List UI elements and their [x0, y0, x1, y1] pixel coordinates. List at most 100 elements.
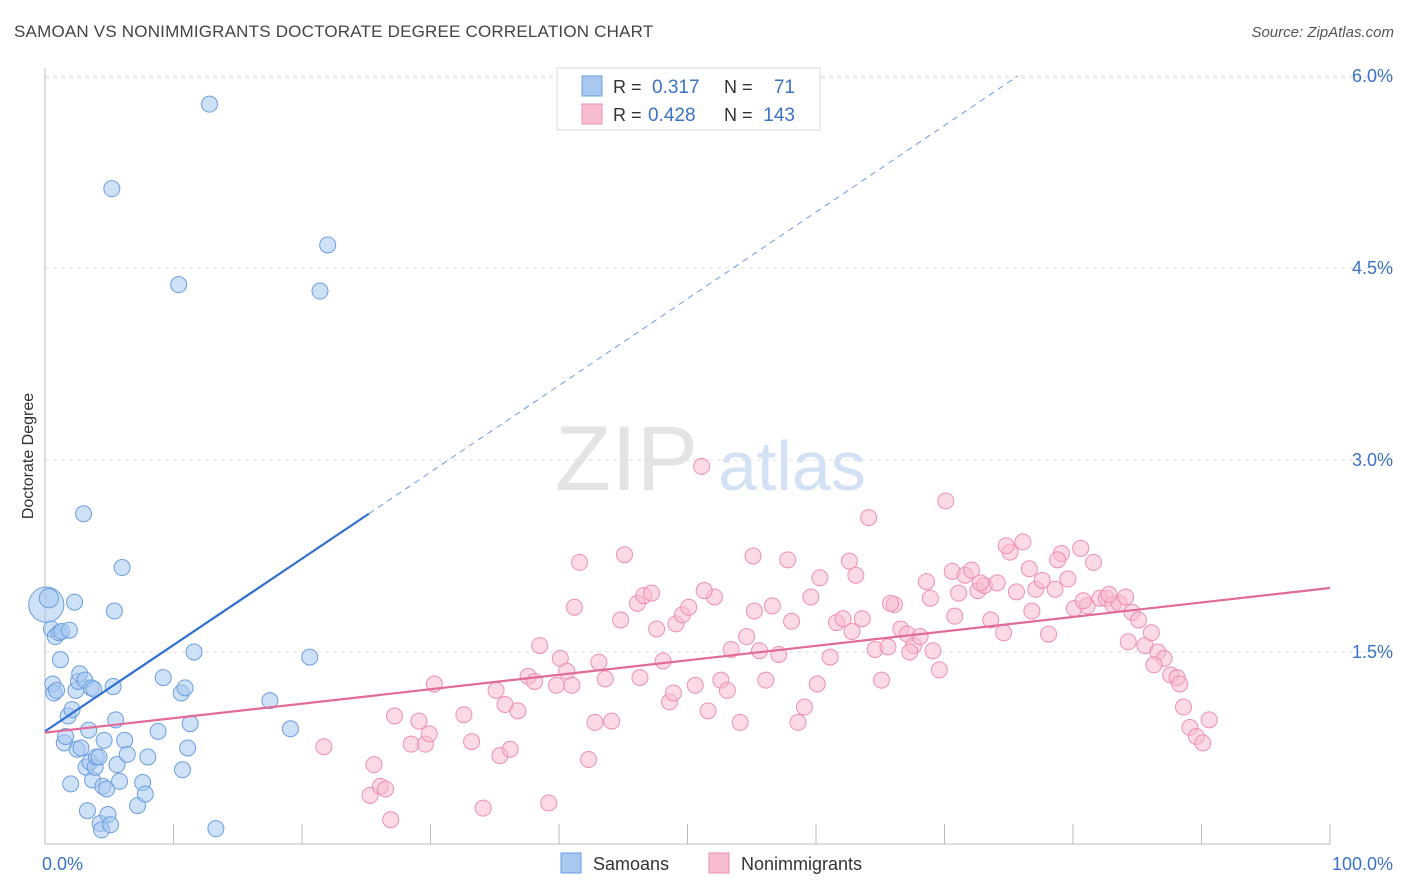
samoans-point-67	[301, 648, 319, 666]
samoans-point-30	[85, 680, 103, 698]
nonimmigrants-point-90	[1007, 583, 1025, 601]
samoans-point-14	[62, 775, 80, 793]
nonimmigrants-trend-line	[44, 586, 1331, 734]
nonimmigrants-point-42	[680, 598, 698, 616]
nonimmigrants-point-64	[840, 552, 858, 570]
samoans-point-56	[170, 276, 188, 294]
x-tick-label-1: 100.0%	[1332, 854, 1393, 874]
nonimmigrants-point-122	[565, 598, 583, 616]
nonimmigrants-point-22	[540, 794, 558, 812]
nonimmigrants-point-88	[995, 624, 1013, 642]
nonimmigrants-point-140	[1074, 592, 1092, 610]
nonimmigrants-point-130	[811, 569, 829, 587]
samoans-point-45	[108, 756, 126, 774]
nonimmigrants-point-78	[930, 661, 948, 679]
samoans-point-58	[173, 761, 191, 779]
samoans-point-13	[60, 621, 78, 639]
nonimmigrants-point-143	[1145, 656, 1163, 674]
nonimmigrants-point-109	[1130, 611, 1148, 629]
nonimmigrants-point-54	[763, 597, 781, 615]
samoans-point-1	[38, 588, 59, 609]
samoans-point-15	[63, 701, 81, 719]
samoans-point-49	[118, 745, 136, 763]
nonimmigrants-point-77	[924, 642, 942, 660]
bottom-legend-swatch-nonimmigrants	[708, 852, 730, 874]
bottom-legend-swatch-samoans	[560, 852, 582, 874]
nonimmigrants-point-125	[664, 684, 682, 702]
samoans-point-25	[78, 802, 96, 820]
nonimmigrants-point-32	[603, 712, 621, 730]
nonimmigrants-point-69	[873, 671, 891, 689]
nonimmigrants-point-56	[783, 612, 801, 630]
samoans-point-68	[311, 282, 329, 300]
y-tick-label-0: 1.5%	[1352, 642, 1393, 662]
nonimmigrants-point-53	[757, 671, 775, 689]
samoans-point-40	[102, 816, 120, 834]
samoans-point-60	[179, 739, 197, 757]
nonimmigrants-point-19	[509, 702, 527, 720]
legend-r-label-1: R =	[613, 77, 642, 97]
nonimmigrants-point-36	[643, 584, 661, 602]
tick-label-layer: 1.5% 3.0% 4.5% 6.0% 0.0% 100.0%	[42, 66, 1393, 874]
samoans-point-43	[105, 602, 123, 620]
samoans-point-38	[98, 780, 116, 798]
nonimmigrants-point-7	[402, 735, 420, 753]
samoans-point-37	[95, 731, 113, 749]
nonimmigrants-point-135	[946, 607, 964, 625]
nonimmigrants-point-138	[1023, 602, 1041, 620]
samoans-point-65	[261, 692, 279, 710]
nonimmigrants-point-15	[487, 681, 505, 699]
samoans-point-59	[176, 679, 194, 697]
nonimmigrants-point-86	[982, 611, 1000, 629]
nonimmigrants-point-92	[1020, 560, 1038, 578]
nonimmigrants-point-14	[474, 799, 492, 817]
nonimmigrants-point-27	[571, 553, 589, 571]
nonimmigrants-point-38	[654, 652, 672, 670]
nonimmigrants-point-129	[779, 551, 797, 569]
nonimmigrants-point-12	[455, 706, 473, 724]
nonimmigrants-point-95	[1040, 625, 1058, 643]
nonimmigrants-point-48	[718, 681, 736, 699]
samoans-point-11	[57, 727, 75, 745]
nonimmigrants-point-116	[1175, 698, 1193, 716]
nonimmigrants-point-87	[988, 574, 1006, 592]
samoans-point-64	[207, 820, 225, 838]
nonimmigrants-point-81	[950, 584, 968, 602]
nonimmigrants-point-75	[911, 628, 929, 646]
nonimmigrants-point-30	[590, 653, 608, 671]
nonimmigrants-point-57	[789, 713, 807, 731]
grid-layer	[45, 75, 1395, 653]
nonimmigrants-point-144	[1171, 675, 1189, 693]
nonimmigrants-point-70	[879, 638, 897, 656]
axis-layer	[44, 68, 1331, 845]
legend-n-value-1: 71	[774, 77, 795, 98]
samoans-point-55	[154, 669, 172, 687]
nonimmigrants-point-51	[744, 547, 762, 565]
trend-layer	[44, 75, 1331, 734]
nonimmigrants-point-13	[463, 733, 481, 751]
legend-r-value-2: 0.428	[648, 105, 696, 126]
legend-n-label-2: N =	[724, 105, 753, 125]
samoans-point-66	[281, 720, 299, 738]
nonimmigrants-point-83	[962, 561, 980, 579]
nonimmigrants-point-44	[693, 457, 711, 475]
nonimmigrants-point-5	[382, 811, 400, 829]
nonimmigrants-point-94	[1033, 571, 1051, 589]
nonimmigrants-point-141	[1100, 585, 1118, 603]
nonimmigrants-point-29	[586, 713, 604, 731]
nonimmigrants-point-67	[860, 509, 878, 527]
samoans-point-52	[136, 785, 154, 803]
chart-title: SAMOAN VS NONIMMIGRANTS DOCTORATE DEGREE…	[14, 22, 654, 41]
legend-n-value-2: 143	[763, 105, 795, 126]
nonimmigrants-point-100	[1072, 539, 1090, 557]
nonimmigrants-point-142	[1119, 633, 1137, 651]
samoans-points	[28, 95, 337, 839]
nonimmigrants-point-2	[365, 756, 383, 774]
nonimmigrants-point-111	[1142, 624, 1160, 642]
nonimmigrants-point-131	[843, 623, 861, 641]
nonimmigrants-point-59	[802, 588, 820, 606]
nonimmigrants-point-136	[971, 574, 989, 592]
nonimmigrants-point-61	[821, 648, 839, 666]
